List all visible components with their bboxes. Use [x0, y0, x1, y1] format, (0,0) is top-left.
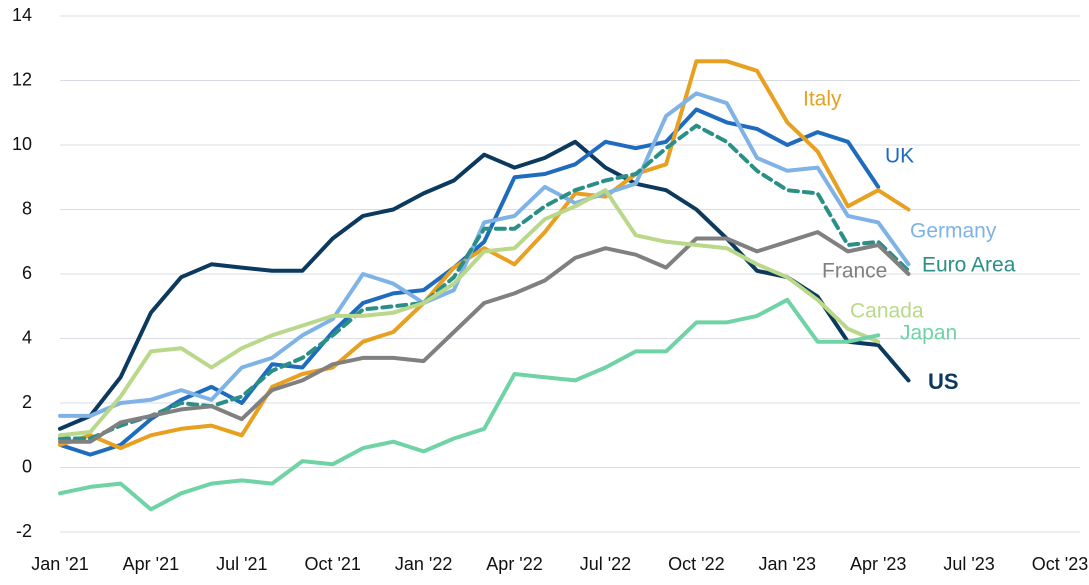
- series-line: [58, 297, 881, 512]
- series-label: Italy: [803, 88, 842, 111]
- series-label: Japan: [900, 322, 957, 345]
- x-tick-label: Oct '22: [668, 554, 724, 574]
- x-tick-label: Apr '21: [123, 554, 179, 574]
- series-line: [58, 123, 911, 441]
- series-line: [58, 188, 881, 438]
- x-tick-label: Apr '22: [486, 554, 542, 574]
- y-tick-label: -2: [16, 521, 32, 541]
- series-label: US: [928, 369, 959, 394]
- series-line: [58, 59, 911, 451]
- x-tick-label: Jan '22: [395, 554, 452, 574]
- y-tick-label: 12: [12, 69, 32, 89]
- x-tick-label: Apr '23: [850, 554, 906, 574]
- x-tick-label: Jul '23: [943, 554, 994, 574]
- x-tick-label: Jul '22: [580, 554, 631, 574]
- y-tick-label: 14: [12, 5, 32, 25]
- series-label: UK: [885, 145, 914, 168]
- x-tick-label: Jul '21: [216, 554, 267, 574]
- series-label: France: [822, 260, 887, 283]
- y-tick-label: 6: [22, 263, 32, 283]
- x-tick-label: Jan '23: [759, 554, 816, 574]
- series-line: [58, 230, 911, 444]
- series-line: [58, 139, 911, 431]
- x-tick-label: Oct '23: [1032, 554, 1088, 574]
- x-tick-label: Jan '21: [31, 554, 88, 574]
- series-label: Euro Area: [922, 254, 1016, 277]
- y-tick-label: 0: [22, 456, 32, 476]
- series-line: [58, 91, 911, 418]
- y-tick-label: 8: [22, 198, 32, 218]
- y-tick-label: 2: [22, 392, 32, 412]
- series-label: Canada: [850, 300, 924, 323]
- y-tick-label: 4: [22, 327, 32, 347]
- x-tick-label: Oct '21: [304, 554, 360, 574]
- y-tick-label: 10: [12, 134, 32, 154]
- series-label: Germany: [910, 220, 997, 243]
